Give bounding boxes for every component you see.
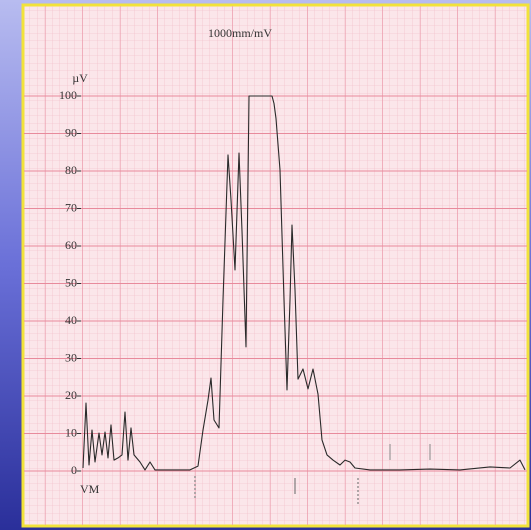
y-tick-label: 40 bbox=[65, 313, 77, 327]
y-tick-label: 100 bbox=[59, 88, 77, 102]
major-grid bbox=[24, 6, 527, 525]
trace bbox=[82, 95, 526, 471]
y-tick-label: 70 bbox=[65, 200, 77, 214]
y-tick-label: 90 bbox=[65, 125, 77, 139]
annotation: VM bbox=[80, 482, 100, 496]
y-axis-label: µV bbox=[72, 71, 88, 85]
y-tick-label: 20 bbox=[65, 388, 77, 402]
y-tick-label: 80 bbox=[65, 163, 77, 177]
y-tick-label: 0 bbox=[71, 463, 77, 477]
chart-title: 1000mm/mV bbox=[208, 26, 272, 40]
y-tick-label: 30 bbox=[65, 350, 77, 364]
y-tick-label: 50 bbox=[65, 275, 77, 289]
y-tick-label: 10 bbox=[65, 425, 77, 439]
y-tick-label: 60 bbox=[65, 238, 77, 252]
